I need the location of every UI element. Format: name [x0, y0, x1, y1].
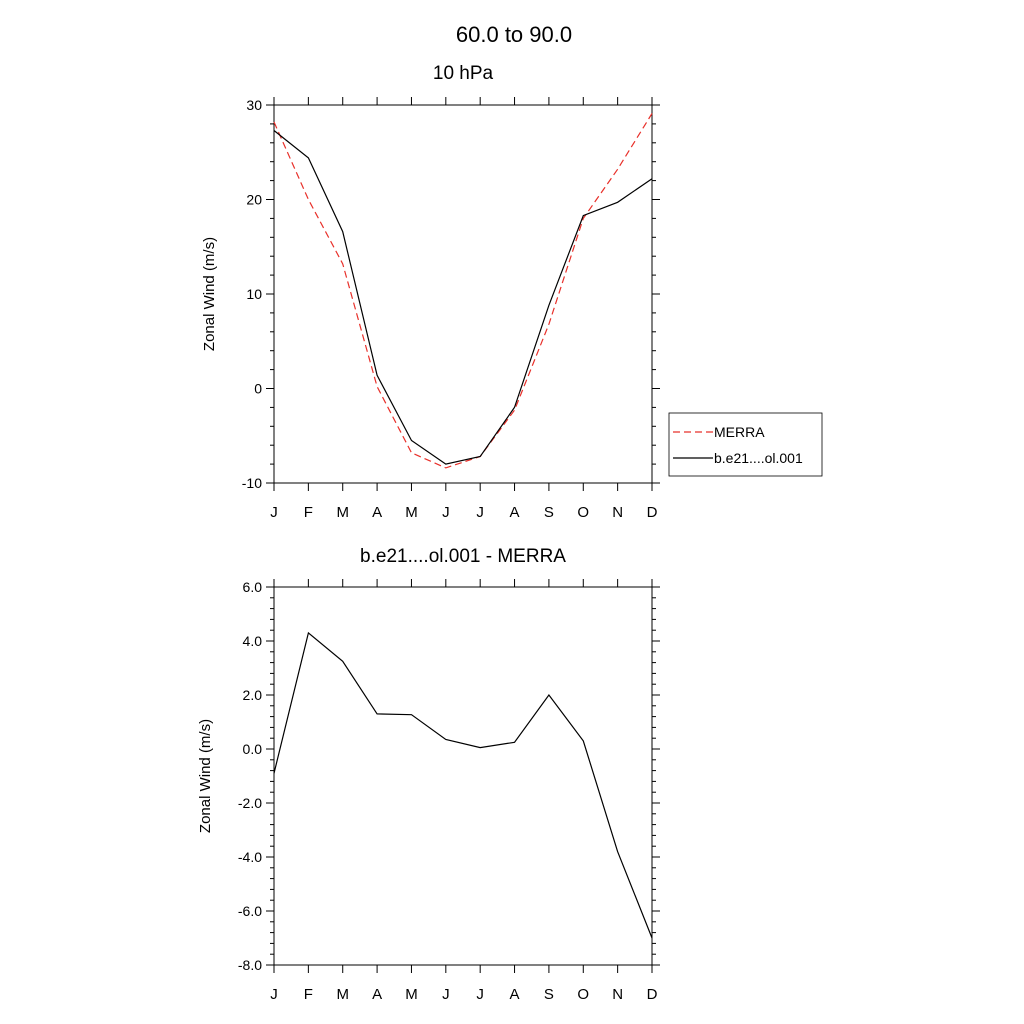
x-tick-label: D — [647, 986, 658, 1003]
y-tick-label: 10 — [246, 286, 262, 302]
y-tick-label: -8.0 — [238, 957, 262, 973]
x-tick-label: M — [405, 986, 418, 1003]
y-tick-label: 6.0 — [243, 579, 263, 595]
x-tick-label: M — [336, 986, 349, 1003]
x-tick-label: J — [442, 986, 450, 1003]
top-plot: 10 hPa Zonal Wind (m/s) -10 0 10 20 30 J F M A M J J A… — [201, 63, 823, 521]
x-tick-label: D — [647, 504, 658, 521]
x-tick-label: F — [304, 986, 313, 1003]
x-tick-label: S — [544, 504, 554, 521]
y-tick-label: 2.0 — [243, 687, 263, 703]
legend-box — [668, 412, 823, 477]
plot-frame — [273, 104, 653, 484]
x-tick-label: O — [577, 504, 589, 521]
y-tick-label: -2.0 — [238, 795, 262, 811]
y-axis-label: Zonal Wind (m/s) — [201, 237, 218, 351]
x-tick-label: N — [612, 986, 623, 1003]
x-tick-label: F — [304, 504, 313, 521]
plot-frame — [273, 586, 653, 966]
x-tick-label: M — [405, 504, 418, 521]
x-tick-label: O — [577, 986, 589, 1003]
y-tick-label: -6.0 — [238, 903, 262, 919]
x-tick-label: J — [270, 986, 278, 1003]
x-tick-label: N — [612, 504, 623, 521]
series-line-0 — [273, 631, 653, 939]
x-tick-label: A — [510, 986, 520, 1003]
x-tick-label: J — [442, 504, 450, 521]
y-tick-label: 20 — [246, 192, 262, 208]
legend-label: MERRA — [714, 424, 765, 440]
x-tick-label: A — [510, 504, 520, 521]
x-tick-label: A — [372, 504, 382, 521]
x-tick-label: M — [336, 504, 349, 521]
page-title: 60.0 to 90.0 — [456, 22, 572, 47]
y-tick-label: -10 — [242, 475, 262, 491]
legend-label: b.e21....ol.001 — [714, 450, 803, 466]
y-tick-label: 0.0 — [243, 741, 263, 757]
x-tick-label: J — [476, 986, 484, 1003]
y-tick-label: 4.0 — [243, 633, 263, 649]
plot-title: b.e21....ol.001 - MERRA — [360, 546, 566, 567]
series-line-0 — [273, 113, 653, 469]
bottom-plot: b.e21....ol.001 - MERRA Zonal Wind (m/s) -… — [197, 546, 660, 1003]
plot-title: 10 hPa — [433, 63, 494, 84]
y-axis-label: Zonal Wind (m/s) — [197, 719, 214, 833]
x-tick-label: J — [476, 504, 484, 521]
y-tick-label: 30 — [246, 97, 262, 113]
series-line-1 — [273, 130, 653, 465]
x-tick-label: S — [544, 986, 554, 1003]
x-tick-label: A — [372, 986, 382, 1003]
y-tick-label: 0 — [254, 381, 262, 397]
y-tick-label: -4.0 — [238, 849, 262, 865]
x-tick-label: J — [270, 504, 278, 521]
